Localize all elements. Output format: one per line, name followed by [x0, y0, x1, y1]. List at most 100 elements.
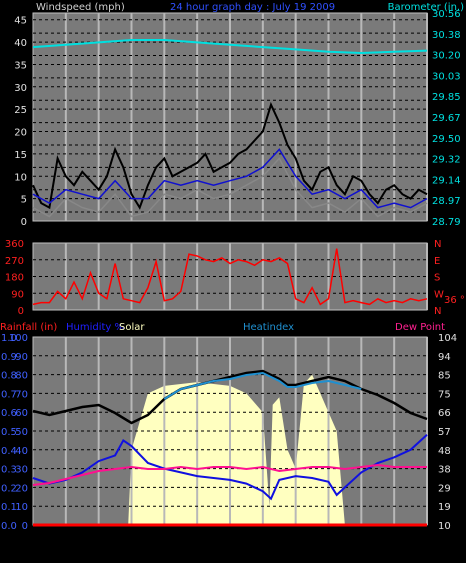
x-tick-label: 2 PM [249, 529, 271, 539]
barometer-tick-label: 30.56 [432, 9, 461, 20]
windspeed-tick-label: 40 [14, 38, 27, 49]
windspeed-tick-label: 15 [14, 150, 27, 161]
humidity-tick-label: 10 [15, 502, 28, 513]
direction-tick-label: 270 [5, 256, 24, 267]
x-tick-label: 12 PM [214, 222, 242, 232]
temperature-tick-label: 10 [438, 521, 451, 532]
wind-panel-tick-labels: 0 5 10 15 20 25 30 35 40 45 28.79 28.97 29.14 29.32 29… [14, 9, 460, 239]
temperature-tick-label: 29 [438, 483, 451, 494]
windspeed-tick-label: 10 [14, 172, 27, 183]
windspeed-axis-label: Windspeed (mph) [36, 2, 125, 13]
wind-gust-line [32, 157, 428, 218]
temperature-tick-label: 94 [438, 352, 451, 363]
legend-solar: Solar [119, 322, 145, 333]
temperature-tick-label: 75 [438, 389, 451, 400]
x-tick-label: 1 [422, 222, 428, 232]
compass-tick-label: N [434, 306, 441, 317]
barometer-tick-label: 29.50 [432, 134, 461, 145]
rain-tick-label: 0.8 [1, 371, 17, 382]
humidity-tick-label: 20 [15, 483, 28, 494]
compass-tick-label: W [434, 289, 444, 300]
barometer-tick-label: 30.20 [432, 51, 461, 62]
temperature-tick-label: 66 [438, 408, 451, 419]
compass-tick-label: S [434, 273, 440, 284]
humidity-line [32, 434, 428, 501]
x-tick-label: 10 PM [378, 222, 406, 232]
legend-humidity: Humidity % [66, 322, 124, 333]
direction-tick-label: 0 [18, 306, 24, 317]
rain-tick-label: 0.5 [1, 427, 17, 438]
temperature-tick-label: 57 [438, 427, 451, 438]
humidity-tick-label: 30 [15, 465, 28, 476]
chart-title: 24 hour graph day : July 19 2009 [170, 2, 335, 13]
humidity-tick-label: 100 [9, 333, 28, 344]
x-tick-label: 6 AM [118, 529, 141, 539]
humidity-tick-label: 70 [15, 389, 28, 400]
x-tick-label: 6 PM [315, 529, 337, 539]
legend-rainfall: Rainfall (in) [0, 322, 57, 333]
direction-tick-label: 90 [11, 289, 24, 300]
x-tick-label: 2 PM [249, 222, 271, 232]
x-tick-label: 8 PM [348, 222, 370, 232]
legend-temperature: Temperature (°F) [312, 322, 398, 333]
temperature-tick-label: 85 [438, 371, 451, 382]
dewpoint-line [32, 463, 427, 486]
barometer-tick-label: 28.79 [432, 217, 461, 228]
windspeed-tick-label: 30 [14, 83, 27, 94]
windspeed-tick-label: 45 [14, 16, 27, 27]
direction-panel-series [32, 248, 428, 306]
rain-tick-label: 0.6 [1, 408, 17, 419]
barometer-axis-label: Barometer (in.) [388, 2, 464, 13]
rain-tick-label: 0.2 [1, 483, 17, 494]
x-tick-label: 4 PM [282, 529, 304, 539]
humidity-tick-label: 90 [15, 352, 28, 363]
temperature-panel-series [32, 369, 428, 527]
windspeed-tick-label: 35 [14, 60, 27, 71]
direction-tick-label: 180 [5, 273, 24, 284]
barometer-tick-label: 29.85 [432, 92, 461, 103]
x-tick-label: 10 PM [378, 529, 406, 539]
barometer-tick-label: 30.38 [432, 30, 461, 41]
legend-heatindex: Heatindex [243, 322, 294, 333]
barometer-tick-label: 30.03 [432, 71, 461, 82]
rain-tick-label: 0.1 [1, 502, 17, 513]
barometer-tick-label: 28.97 [432, 196, 461, 207]
x-tick-label: 8 AM [151, 529, 174, 539]
sunset-label: sunset [345, 230, 372, 239]
windspeed-line [32, 101, 428, 210]
x-tick-label: 6 PM [315, 222, 337, 232]
barometer-tick-label: 29.32 [432, 155, 461, 166]
rain-tick-label: 0.0 [1, 521, 17, 532]
humidity-tick-label: 80 [15, 371, 28, 382]
temperature-tick-label: 38 [438, 465, 451, 476]
humidity-tick-label: 50 [15, 427, 28, 438]
windspeed-tick-label: 5 [21, 195, 27, 206]
wind-panel-series [32, 39, 428, 218]
sunrise-label: sunrise [122, 230, 151, 239]
windspeed-tick-label: 0 [21, 217, 27, 228]
heatindex-line [163, 371, 362, 400]
sunrise-label: sunrise [122, 537, 151, 546]
wind-direction-line [32, 248, 428, 306]
x-tick-label: 1 [422, 529, 428, 539]
x-tick-label: 4 AM [85, 222, 108, 232]
x-tick-label: 6 AM [118, 222, 141, 232]
rain-tick-label: 0.7 [1, 389, 17, 400]
x-tick-label: 2 AM [52, 529, 75, 539]
x-tick-label: 8 PM [348, 529, 370, 539]
temperature-tick-label: 19 [438, 502, 451, 513]
compass-tick-label: N [434, 239, 441, 250]
x-tick-label: 8 AM [151, 222, 174, 232]
x-tick-label: 10 AM [181, 222, 209, 232]
rain-tick-label: 0.3 [1, 465, 17, 476]
sunset-label: sunset [345, 537, 372, 546]
rain-tick-label: 0.4 [1, 446, 17, 457]
temperature-tick-label: 48 [438, 446, 451, 457]
windspeed-tick-label: 20 [14, 128, 27, 139]
temperature-panel-grid [33, 337, 428, 525]
humidity-tick-label: 0 [22, 521, 28, 532]
windspeed-tick-label: 25 [14, 105, 27, 116]
direction-panel-grid [33, 243, 428, 310]
